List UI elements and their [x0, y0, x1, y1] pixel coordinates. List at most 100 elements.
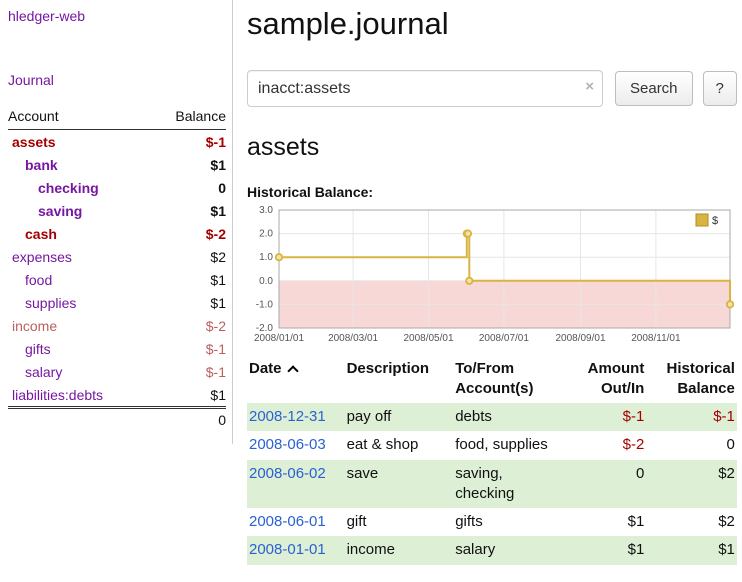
- transaction-description: gift: [346, 513, 367, 530]
- transaction-balance: $2: [718, 513, 735, 530]
- register-header-row: Date Description To/From Account(s) Amou…: [247, 357, 737, 403]
- account-balance: 0: [218, 179, 226, 196]
- register-header-accounts: To/From Account(s): [455, 360, 534, 397]
- account-balance: $1: [210, 156, 226, 173]
- transaction-description: eat & shop: [346, 436, 419, 454]
- account-link-bank[interactable]: bank: [25, 156, 58, 173]
- account-row: checking 0: [8, 176, 226, 199]
- accounts-header-balance: Balance: [150, 106, 226, 130]
- account-link-salary[interactable]: salary: [25, 363, 63, 380]
- help-button[interactable]: ?: [702, 71, 737, 106]
- y-tick-label: 2.0: [259, 229, 273, 240]
- transaction-accounts: debts: [455, 408, 492, 425]
- account-link-supplies[interactable]: supplies: [25, 294, 77, 311]
- transaction-row: 2008-06-01 gift gifts $1 $2: [247, 508, 737, 536]
- account-link-expenses[interactable]: expenses: [12, 248, 72, 265]
- transaction-balance: $-1: [713, 408, 735, 425]
- account-link-assets[interactable]: assets: [12, 133, 56, 150]
- transaction-description: pay off: [346, 408, 392, 425]
- register-header-description: Description: [346, 360, 430, 377]
- account-heading: assets: [247, 133, 320, 161]
- register-header-balance: Historical Balance: [666, 360, 735, 397]
- accounts-header-row: Account Balance: [8, 106, 226, 130]
- data-point-marker: [725, 300, 734, 309]
- account-row: salary $-1: [8, 360, 226, 383]
- transaction-balance: $1: [718, 541, 735, 559]
- account-link-checking[interactable]: checking: [38, 179, 99, 196]
- account-row: bank $1: [8, 153, 226, 176]
- account-link-liabilities-debts[interactable]: liabilities:debts: [12, 386, 104, 403]
- x-tick-label: 2008/11/01: [631, 333, 681, 344]
- transaction-accounts: saving, checking: [455, 464, 515, 502]
- account-row: liabilities:debts $1: [8, 383, 226, 408]
- register-header-amount: Amount Out/In: [587, 360, 645, 397]
- transaction-amount: $-2: [622, 436, 645, 454]
- account-row: expenses $2: [8, 245, 226, 268]
- account-link-income[interactable]: income: [12, 317, 58, 334]
- x-tick-label: 2008/09/01: [555, 333, 605, 344]
- accounts-table: Account Balance assets $-1 bank $1 checking 0…: [8, 106, 226, 432]
- transaction-balance: 0: [726, 436, 735, 454]
- transaction-date-cell: 2008-06-02: [247, 460, 345, 509]
- account-row: saving $1: [8, 199, 226, 222]
- y-tick-label: 0.0: [259, 276, 273, 287]
- register-table: Date Description To/From Account(s) Amou…: [247, 357, 737, 565]
- app-title-link[interactable]: hledger-web: [8, 8, 86, 24]
- transaction-amount: 0: [635, 464, 645, 482]
- data-point-marker: [274, 253, 284, 262]
- transaction-date-cell: 2008-01-01: [247, 536, 345, 564]
- transaction-row: 2008-01-01 income salary $1 $1: [247, 536, 737, 565]
- transaction-balance: $2: [718, 464, 735, 482]
- search-box: ×: [247, 70, 603, 107]
- y-tick-label: -1.0: [256, 299, 274, 310]
- transaction-date-cell: 2008-06-03: [247, 431, 345, 459]
- clear-search-icon[interactable]: ×: [585, 78, 594, 95]
- account-row: income $-2: [8, 314, 226, 337]
- transaction-date-link[interactable]: 2008-01-01: [249, 541, 326, 559]
- y-tick-label: -2.0: [256, 323, 274, 334]
- sidebar-nav: Journal: [8, 72, 226, 90]
- y-tick-label: 3.0: [259, 205, 273, 216]
- search-input[interactable]: [247, 70, 603, 107]
- account-balance: $-1: [205, 133, 226, 150]
- x-tick-label: 2008/03/01: [328, 333, 378, 344]
- data-point-marker: [465, 276, 474, 285]
- account-balance: $-2: [205, 225, 226, 242]
- transaction-row: 2008-06-03 eat & shop food, supplies $-2 0: [247, 431, 737, 459]
- main-content: sample.journal × Search ? assets Histori…: [233, 0, 742, 565]
- account-balance: $-1: [205, 340, 226, 357]
- chart-heading: Historical Balance:: [247, 184, 374, 200]
- accounts-total-balance: 0: [150, 406, 226, 432]
- nav-journal-link[interactable]: Journal: [8, 72, 54, 88]
- x-tick-label: 2008/07/01: [479, 333, 529, 344]
- account-link-saving[interactable]: saving: [38, 202, 83, 219]
- legend-label: $: [712, 215, 718, 227]
- transaction-date-link[interactable]: 2008-06-03: [249, 436, 326, 454]
- account-row: assets $-1: [8, 130, 226, 154]
- transaction-row: 2008-06-02 save saving, checking 0 $2: [247, 459, 737, 509]
- data-point-marker: [463, 229, 473, 238]
- account-balance: $2: [210, 248, 226, 265]
- date-header-label: Date: [249, 360, 282, 377]
- account-link-food[interactable]: food: [25, 271, 53, 288]
- transaction-date-link[interactable]: 2008-06-01: [249, 513, 326, 530]
- account-link-cash[interactable]: cash: [25, 225, 57, 242]
- accounts-total-row: 0: [8, 406, 226, 432]
- sort-caret-up-icon: [286, 365, 299, 377]
- y-tick-label: 1.0: [259, 252, 273, 263]
- accounts-header-account: Account: [8, 106, 151, 130]
- accounts-total-spacer: [8, 406, 151, 432]
- transaction-date-link[interactable]: 2008-12-31: [249, 408, 326, 425]
- transaction-date-link[interactable]: 2008-06-02: [249, 464, 326, 482]
- account-balance: $1: [210, 386, 226, 403]
- transaction-amount: $1: [627, 513, 645, 530]
- account-link-gifts[interactable]: gifts: [25, 340, 51, 357]
- register-header-date[interactable]: Date: [247, 357, 345, 403]
- search-button[interactable]: Search: [615, 71, 693, 106]
- account-balance: $1: [210, 271, 226, 288]
- search-row: × Search ?: [247, 70, 737, 107]
- account-row: food $1: [8, 268, 226, 291]
- account-balance: $-2: [205, 317, 226, 334]
- account-balance: $1: [210, 202, 226, 219]
